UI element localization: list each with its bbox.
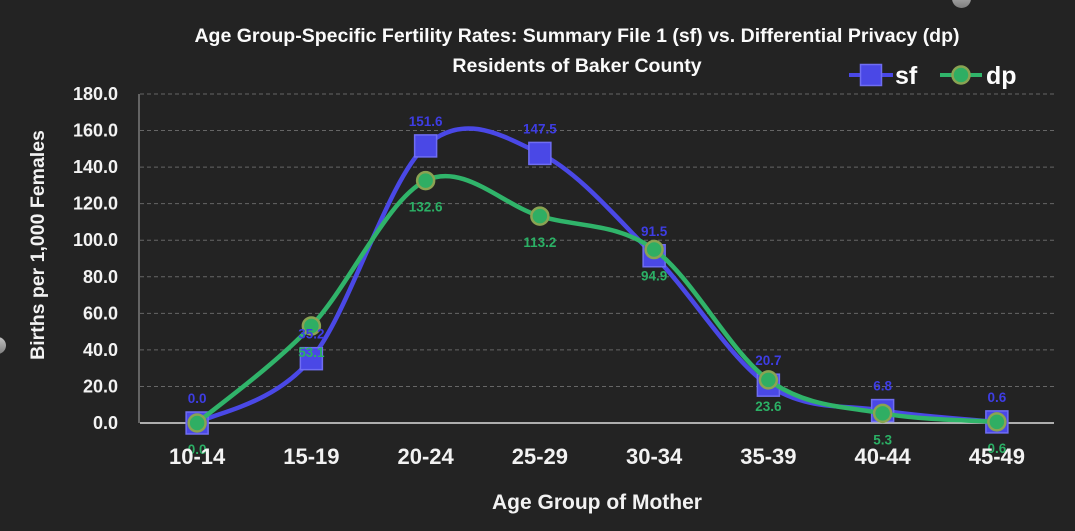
sf-data-label: 0.6 — [987, 390, 1006, 405]
dp-data-label: 0.6 — [987, 441, 1006, 456]
x-tick-label: 25-29 — [512, 444, 568, 469]
sf-data-point-marker — [413, 134, 438, 158]
y-tick-label: 0.0 — [93, 413, 118, 433]
legend: sf dp — [849, 62, 1017, 90]
legend-sf-label: sf — [895, 62, 918, 90]
dp-data-point-marker — [758, 370, 779, 390]
axis-lines — [138, 94, 1054, 424]
y-tick-label: 100.0 — [73, 230, 118, 250]
dp-data-point-marker — [415, 170, 436, 191]
chart-subtitle: Residents of Baker County — [452, 55, 701, 77]
sf-data-point-marker — [528, 141, 552, 166]
x-tick-label: 40-44 — [854, 444, 911, 469]
legend-item-sf[interactable]: sf — [849, 62, 918, 90]
data-labels: 0.0 35.2 151.6 147.5 91.5 20.7 6.8 0.6 0.0 53.1 13… — [188, 114, 1007, 457]
top-partial-circle-decoration — [952, 0, 971, 8]
x-tick-label: 35-39 — [740, 444, 796, 469]
sf-square-marker-icon — [859, 63, 883, 87]
dp-data-label: 53.1 — [298, 345, 325, 360]
dp-data-label: 113.2 — [523, 235, 556, 250]
x-tick-label: 45-49 — [969, 444, 1025, 469]
y-tick-label: 40.0 — [83, 340, 118, 360]
chart-title: Age Group-Specific Fertility Rates: Summ… — [194, 25, 959, 47]
dp-data-label: 23.6 — [755, 399, 782, 414]
legend-dp-label: dp — [986, 62, 1017, 90]
x-tick-label: 10-14 — [169, 444, 226, 469]
sf-data-label: 147.5 — [523, 121, 557, 136]
y-axis-tick-labels: 180.0 160.0 140.0 120.0 100.0 80.0 60.0 40.0 20.… — [73, 84, 118, 433]
dp-data-point-marker — [301, 316, 322, 336]
dp-data-label: 94.9 — [641, 269, 667, 284]
dp-data-point-marker — [644, 239, 664, 260]
x-tick-label: 20-24 — [397, 444, 454, 469]
sf-data-label: 91.5 — [641, 224, 668, 239]
sf-data-point-marker — [299, 346, 324, 371]
gridlines — [140, 93, 1054, 387]
y-tick-label: 160.0 — [73, 121, 118, 141]
y-tick-label: 120.0 — [73, 194, 118, 214]
sf-data-label: 151.6 — [409, 114, 443, 129]
dp-data-point-marker — [187, 413, 207, 433]
dp-data-point-marker — [987, 412, 1007, 432]
dp-data-point-marker — [872, 403, 893, 424]
y-tick-label: 80.0 — [83, 267, 118, 287]
x-axis-title: Age Group of Mother — [492, 491, 702, 514]
x-axis-tick-labels: 10-14 15-19 20-24 25-29 30-34 35-39 40-44 45-49 — [169, 444, 1025, 469]
sf-data-label: 0.0 — [188, 391, 207, 406]
y-tick-label: 140.0 — [73, 157, 118, 177]
dp-data-label: 0.0 — [188, 442, 207, 457]
y-tick-label: 180.0 — [73, 84, 118, 104]
y-axis-title: Births per 1,000 Females — [27, 130, 49, 360]
sf-data-label: 20.7 — [755, 353, 781, 368]
sf-data-label: 6.8 — [873, 379, 892, 394]
legend-item-dp[interactable]: dp — [940, 62, 1017, 90]
dp-data-label: 5.3 — [873, 432, 892, 447]
dp-data-label: 132.6 — [409, 200, 443, 215]
y-tick-label: 20.0 — [83, 376, 118, 396]
y-tick-label: 60.0 — [83, 303, 118, 323]
left-partial-circle-decoration — [0, 337, 6, 354]
dp-circle-marker-icon — [951, 65, 971, 85]
x-tick-label: 15-19 — [283, 444, 339, 469]
sf-data-label: 35.2 — [298, 327, 324, 342]
dp-data-point-marker — [530, 206, 550, 226]
series-lines-and-markers — [185, 126, 1009, 435]
x-tick-label: 30-34 — [626, 444, 683, 469]
